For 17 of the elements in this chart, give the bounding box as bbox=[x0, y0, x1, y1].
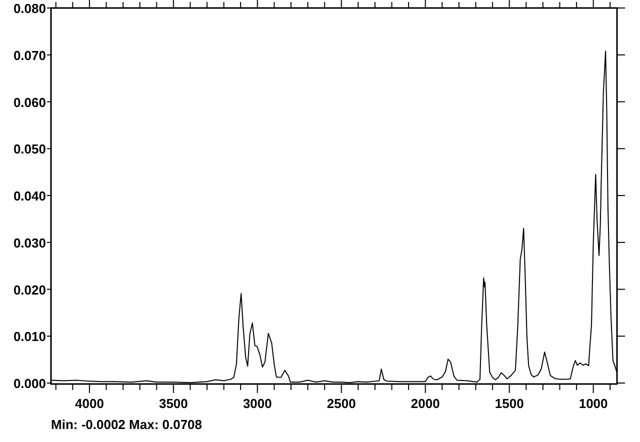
y-tick-label: 0.020 bbox=[13, 282, 46, 298]
y-tick-label: 0.030 bbox=[13, 235, 46, 250]
x-tick-label: 1000 bbox=[578, 396, 608, 411]
y-tick-label: 0.000 bbox=[13, 376, 46, 392]
y-tick-label: 0.080 bbox=[13, 1, 46, 16]
x-tick-label: 2500 bbox=[326, 396, 356, 411]
y-tick-label: 0.010 bbox=[13, 329, 46, 344]
y-tick-label: 0.050 bbox=[13, 142, 46, 157]
y-tick-label: 0.070 bbox=[13, 48, 46, 63]
y-tick-label: 0.040 bbox=[13, 188, 46, 204]
x-tick-label: 2000 bbox=[410, 396, 440, 411]
x-tick-label: 3500 bbox=[158, 396, 188, 411]
x-tick-label: 3000 bbox=[242, 396, 272, 411]
x-tick-label: 4000 bbox=[75, 396, 104, 411]
x-tick-label: 1500 bbox=[494, 396, 524, 411]
text: Min: -0.0002 Max: 0.0708 bbox=[51, 417, 202, 432]
y-tick-label: 0.060 bbox=[13, 94, 46, 110]
